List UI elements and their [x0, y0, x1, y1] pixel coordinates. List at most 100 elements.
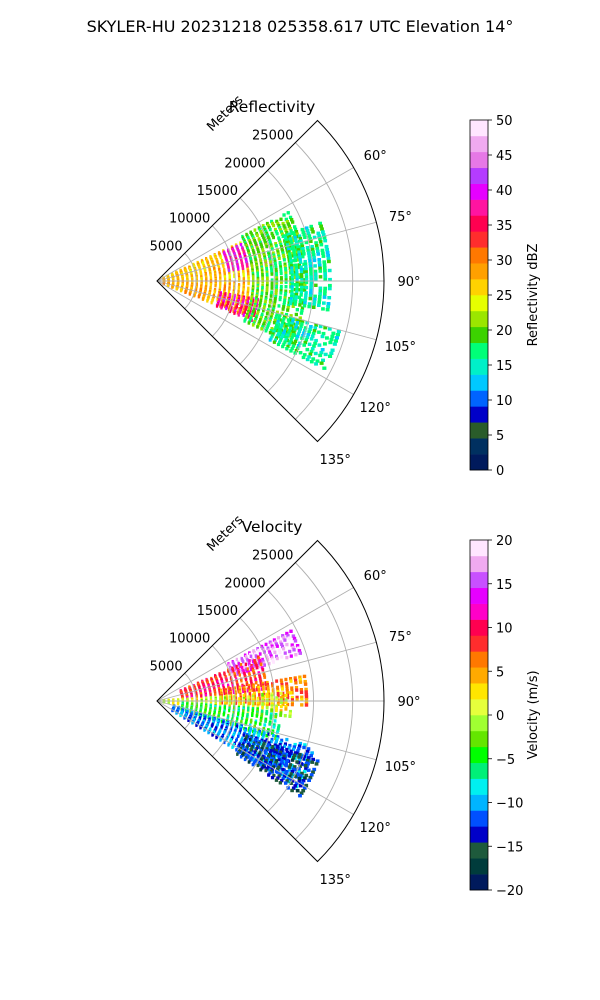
echo-cell: [298, 764, 302, 768]
echo-cell: [326, 256, 331, 261]
echo-cell: [257, 661, 261, 665]
echo-cell: [270, 767, 274, 771]
echo-cell: [300, 781, 304, 785]
echo-cell: [267, 308, 270, 312]
echo-cell: [271, 221, 275, 226]
echo-cell: [304, 690, 308, 694]
echo-cell: [291, 634, 296, 638]
echo-cell: [259, 662, 263, 666]
echo-cell: [292, 342, 297, 346]
echo-cell: [262, 745, 266, 750]
echo-cell: [255, 294, 259, 298]
echo-cell: [285, 686, 289, 691]
echo-cell: [317, 343, 322, 347]
echo-cell: [256, 283, 260, 288]
echo-cell: [274, 267, 278, 272]
echo-cell: [259, 242, 263, 246]
colorbar-swatch: [470, 778, 488, 795]
echo-cell: [294, 678, 298, 683]
echo-cell: [258, 750, 262, 755]
echo-cell: [265, 312, 269, 316]
echo-cell: [275, 270, 278, 274]
echo-cell: [253, 252, 256, 256]
echo-cell: [304, 293, 308, 298]
echo-cell: [264, 758, 268, 763]
echo-cell: [261, 759, 265, 763]
echo-cell: [289, 629, 293, 633]
echo-cell: [260, 666, 264, 670]
echo-cell: [322, 260, 327, 264]
echo-cell: [309, 773, 314, 777]
echo-cell: [275, 696, 279, 700]
echo-cell: [293, 302, 297, 306]
echo-cell: [322, 266, 327, 270]
echo-cell: [284, 781, 288, 785]
echo-cell: [260, 747, 264, 751]
panel-title: Velocity: [242, 518, 303, 536]
echo-cell: [297, 234, 302, 238]
echo-cell: [235, 301, 238, 305]
echo-cell: [265, 692, 269, 697]
echo-cell: [293, 753, 297, 757]
echo-cell: [290, 273, 294, 277]
echo-cell: [271, 658, 275, 662]
echo-cell: [228, 672, 231, 676]
echo-cell: [278, 313, 282, 317]
echo-cell: [270, 694, 274, 698]
echo-cell: [311, 770, 315, 774]
velocity-panel: Velocity500010000150002000025000Meters60…: [150, 513, 541, 899]
echo-cell: [284, 276, 288, 280]
echo-cell: [249, 654, 253, 658]
colorbar-swatch: [470, 842, 488, 859]
echo-cell: [274, 316, 278, 321]
echo-cell: [300, 308, 304, 313]
echo-cell: [272, 747, 275, 751]
echo-cell: [239, 662, 243, 667]
echo-cell: [256, 763, 260, 768]
echo-cell: [258, 304, 262, 308]
echo-cell: [214, 256, 218, 260]
echo-cell: [282, 224, 286, 228]
echo-cell: [286, 211, 290, 215]
echo-cell: [252, 276, 255, 281]
theta-tick-label: 135°: [320, 453, 351, 468]
echo-cell: [244, 662, 248, 666]
echo-cell: [258, 658, 261, 663]
echo-cell: [267, 743, 270, 747]
echo-cell: [281, 776, 285, 781]
echo-cell: [293, 328, 297, 332]
echo-cell: [318, 295, 322, 299]
echo-cell: [281, 344, 285, 349]
echo-cell: [265, 274, 269, 278]
echo-cell: [267, 773, 271, 777]
echo-cell: [283, 340, 287, 344]
echo-cell: [261, 284, 264, 288]
echo-cell: [284, 285, 288, 289]
colorbar-swatch: [470, 826, 488, 843]
echo-cell: [274, 748, 278, 753]
colorbar-swatch: [470, 746, 488, 764]
echo-cell: [290, 282, 294, 287]
echo-cell: [256, 655, 260, 659]
echo-cell: [259, 262, 263, 266]
echo-cell: [268, 640, 272, 644]
echo-cell: [259, 296, 263, 301]
echo-cell: [198, 266, 201, 271]
echo-cell: [294, 258, 298, 263]
echo-cell: [303, 743, 307, 747]
theta-tick-label: 60°: [364, 569, 387, 584]
echo-cell: [295, 308, 299, 312]
echo-cell: [280, 276, 283, 280]
echo-cell: [297, 344, 301, 348]
echo-cell: [240, 257, 243, 261]
echo-cell: [309, 754, 313, 758]
echo-cell: [237, 290, 240, 294]
echo-cell: [318, 289, 323, 293]
echo-cell: [279, 691, 283, 696]
echo-cell: [236, 717, 239, 721]
echo-cell: [269, 298, 272, 302]
echo-cell: [297, 263, 301, 267]
echo-cell: [306, 251, 311, 255]
echo-cell: [272, 340, 276, 344]
